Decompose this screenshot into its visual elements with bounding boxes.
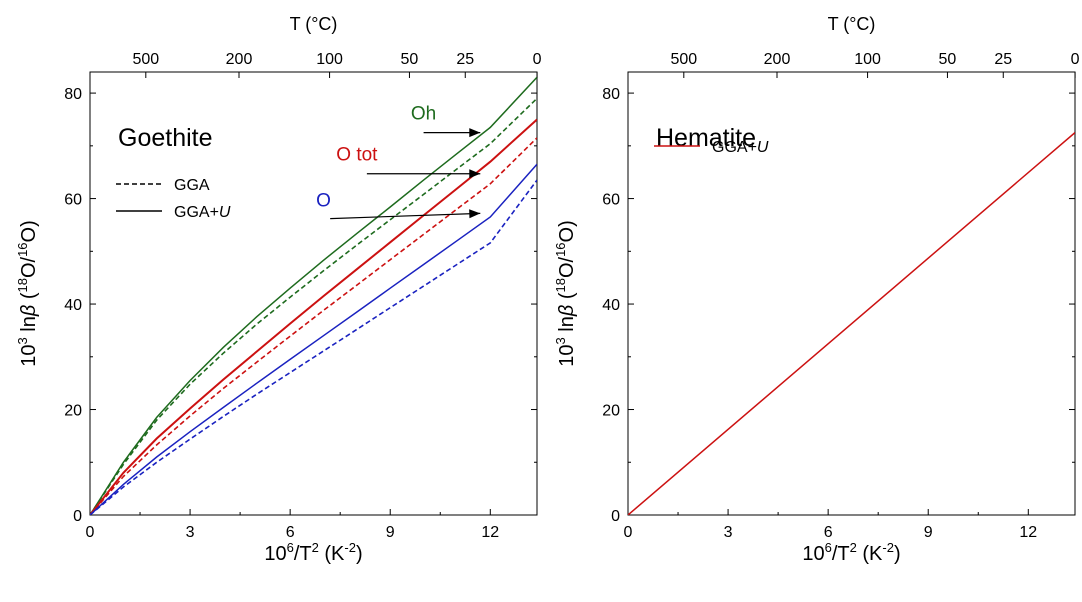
annotation-label: Oh [411, 103, 436, 124]
y-tick-label: 20 [64, 403, 82, 420]
series-line-o-ggaplusu [90, 163, 537, 515]
top-tick-label: 200 [226, 51, 253, 68]
plot-frame [627, 71, 1076, 516]
panel-title: Hematite [656, 124, 756, 152]
y-tick-label: 80 [602, 86, 620, 103]
series-line-oh-ggaplusu [90, 76, 537, 515]
x-tick-label: 12 [481, 524, 499, 541]
y-axis-label: 103 lnβ (18O/16O) [553, 220, 578, 367]
chart-panel-2: 0 3 6 9 12 0 20 40 60 80 500 200 100 50 25 0 T (°C) 106/T… [553, 14, 1080, 565]
series-line-o-gga [90, 179, 537, 515]
y-tick-label: 40 [64, 297, 82, 314]
x-tick-label: 9 [386, 524, 395, 541]
x-tick-label: 6 [286, 524, 295, 541]
series-line-gga+u-ggaplusu [628, 132, 1075, 515]
panel-title: Goethite [118, 124, 213, 152]
y-tick-label: 60 [602, 192, 620, 209]
chart-panel-1: 0 3 6 9 12 0 20 40 60 80 500 200 100 50 25 0 T (°C) 106/T… [15, 14, 542, 565]
top-tick-label: 500 [670, 51, 697, 68]
y-tick-label: 40 [602, 297, 620, 314]
legend-label-ggau: GGA+U [712, 139, 769, 156]
series-line-o-tot-ggaplusu [90, 118, 537, 515]
top-tick-label: 50 [401, 51, 419, 68]
x-tick-label: 9 [924, 524, 933, 541]
annotation-arrowhead [469, 128, 481, 138]
annotation-label: O tot [336, 145, 378, 166]
top-tick-label: 25 [994, 51, 1012, 68]
annotation-label: O [316, 190, 331, 211]
top-tick-label: 100 [316, 51, 343, 68]
y-tick-label: 0 [611, 508, 620, 525]
y-axis-label: 103 lnβ (18O/16O) [15, 220, 40, 367]
top-tick-label: 200 [764, 51, 791, 68]
top-tick-label: 0 [1071, 51, 1080, 68]
legend-label-ggau: GGA+U [174, 204, 231, 221]
top-axis-label: T (°C) [828, 14, 876, 34]
annotation-arrowhead [469, 209, 481, 219]
annotation-arrow [330, 212, 481, 220]
series-line-oh-gga [90, 97, 537, 515]
top-tick-label: 500 [132, 51, 159, 68]
x-tick-label: 0 [86, 524, 95, 541]
top-tick-label: 25 [456, 51, 474, 68]
x-tick-label: 12 [1019, 524, 1037, 541]
annotation-arrowhead [469, 169, 481, 179]
x-tick-label: 6 [824, 524, 833, 541]
top-tick-label: 0 [533, 51, 542, 68]
x-tick-label: 3 [186, 524, 195, 541]
top-tick-label: 50 [939, 51, 957, 68]
top-axis-label: T (°C) [290, 14, 338, 34]
y-tick-label: 0 [73, 508, 82, 525]
y-tick-label: 80 [64, 86, 82, 103]
series-line-o-tot-gga [90, 137, 537, 515]
legend-label-gga: GGA [174, 177, 210, 194]
x-axis-label: 106/T2 (K-2) [264, 540, 362, 565]
y-tick-label: 60 [64, 192, 82, 209]
x-axis-label: 106/T2 (K-2) [802, 540, 900, 565]
x-tick-label: 3 [724, 524, 733, 541]
x-tick-label: 0 [624, 524, 633, 541]
top-tick-label: 100 [854, 51, 881, 68]
plot-frame [89, 71, 538, 516]
y-tick-label: 20 [602, 403, 620, 420]
